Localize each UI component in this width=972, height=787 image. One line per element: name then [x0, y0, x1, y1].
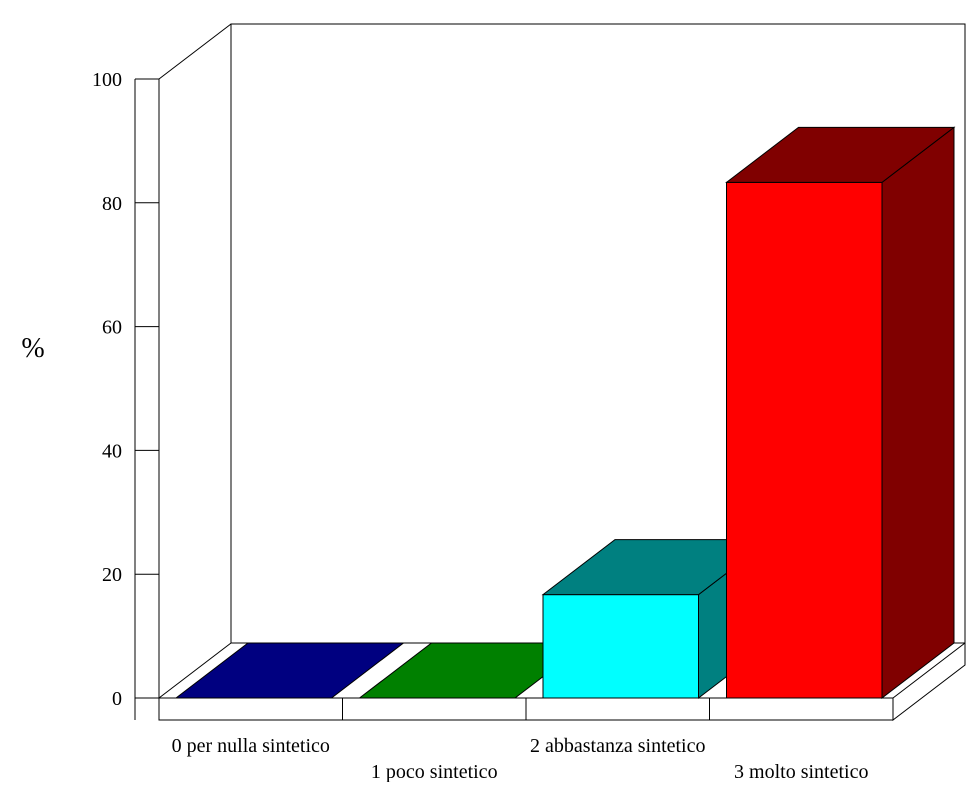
y-tick-label: 40 [102, 440, 122, 462]
y-tick-label: 20 [102, 564, 122, 586]
category-labels: 0 per nulla sintetico 1 poco sintetico 2 a… [172, 698, 868, 783]
bars [174, 126, 956, 700]
bar-front [726, 181, 883, 699]
bar-top [725, 126, 956, 183]
bar-side [881, 126, 955, 700]
bar-top [174, 642, 405, 699]
left-wall-fill [135, 24, 231, 698]
x-tick-label: 3 molto sintetico [734, 761, 868, 782]
floor-left-depth [158, 642, 232, 699]
y-tick-label: 80 [102, 193, 122, 215]
y-tick-label: 0 [112, 688, 122, 710]
bar-front [542, 594, 699, 699]
bar [725, 126, 956, 700]
left-wall-top-depth [158, 23, 232, 80]
y-tick-label: 60 [102, 317, 122, 339]
y-axis-ticks: 0 20 40 60 80 100 [92, 69, 159, 710]
y-tick-label: 100 [92, 69, 122, 91]
x-tick-label: 2 abbastanza sintetico [530, 735, 706, 757]
x-tick-label: 0 per nulla sintetico [172, 735, 330, 757]
floor-right-side [892, 641, 966, 722]
x-tick-label: 1 poco sintetico [371, 761, 498, 782]
bar [174, 642, 405, 699]
y-axis-label: % [21, 333, 44, 364]
